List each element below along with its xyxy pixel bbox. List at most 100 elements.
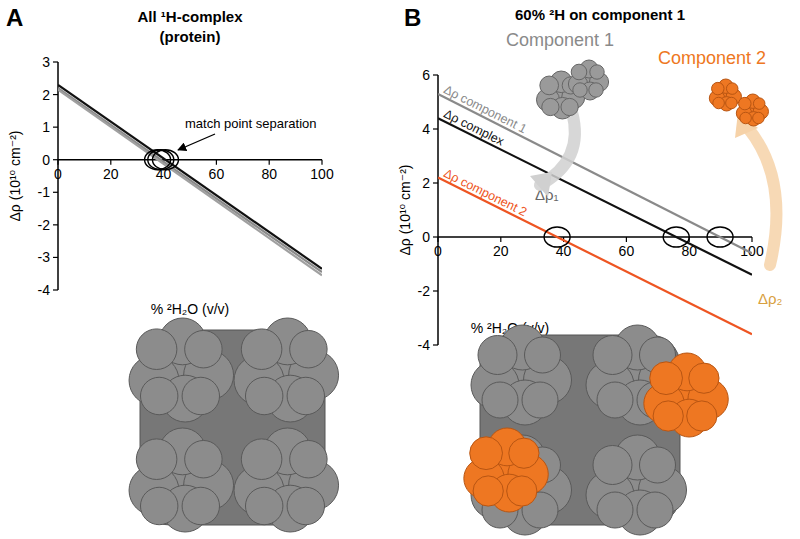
y-tick-label: 4 (422, 121, 430, 137)
protein-surface (185, 440, 222, 477)
y-tick-label: -3 (38, 249, 51, 265)
x-tick (110, 160, 111, 165)
protein-surface (726, 83, 738, 95)
title: 60% ²H on component 1 (515, 6, 685, 23)
x-tick-label: 100 (740, 243, 764, 259)
protein-surface (753, 98, 765, 110)
protein-surface (593, 446, 632, 485)
protein-surface (241, 439, 282, 480)
protein-surface (482, 382, 518, 418)
match-point-circle (544, 227, 570, 247)
series-line (58, 90, 322, 276)
protein-surface (571, 64, 587, 80)
x-tick-label: 0 (434, 243, 442, 259)
x-axis-label: % ²H₂O (v/v) (151, 301, 230, 317)
match-point-circle (663, 227, 689, 247)
protein-surface (470, 437, 503, 470)
figure: AAll ¹H-complex(protein)-4-3-2-101230204… (0, 0, 800, 539)
y-tick (433, 344, 438, 345)
y-tick-label: -1 (38, 184, 51, 200)
match-point-circle (707, 227, 733, 247)
panel-0: AAll ¹H-complex(protein)-4-3-2-101230204… (6, 4, 339, 532)
protein-surface (739, 97, 751, 109)
protein-surface (241, 329, 282, 370)
protein-surface (597, 382, 633, 418)
protein-surface (653, 401, 683, 431)
protein-surface (540, 76, 559, 95)
y-tick-label: 1 (42, 119, 50, 135)
subtitle: (protein) (160, 28, 221, 45)
y-axis-label: Δρ (10¹⁰ cm⁻²) (397, 165, 413, 256)
x-axis (58, 159, 322, 161)
annotation: Component 2 (658, 48, 766, 68)
protein-surface (712, 82, 724, 94)
protein-surface (740, 112, 752, 124)
match-point-circle (145, 150, 171, 170)
protein-surface (507, 476, 537, 506)
x-tick-label: 60 (619, 243, 635, 259)
y-tick (433, 128, 438, 129)
y-tick (53, 127, 58, 128)
protein-surface (637, 492, 673, 528)
protein-surface (525, 337, 561, 373)
x-tick-label: 100 (310, 166, 334, 182)
y-tick (433, 290, 438, 291)
protein-surface (287, 377, 324, 414)
annotation-arrow (178, 134, 215, 150)
component-structures (536, 60, 768, 126)
protein-surface (185, 330, 222, 367)
protein-surface (182, 377, 219, 414)
protein-surface (597, 492, 633, 528)
y-tick-label: 3 (42, 54, 50, 70)
series-label: Δρ component 2 (441, 166, 529, 219)
panel-label: B (404, 4, 421, 31)
curved-arrow-head (530, 172, 552, 197)
protein-surface (136, 329, 177, 370)
curved-arrow (748, 128, 776, 265)
x-tick (751, 237, 752, 242)
x-tick (321, 160, 322, 165)
protein-surface (713, 97, 725, 109)
protein-surface (473, 476, 503, 506)
x-tick (216, 160, 217, 165)
y-tick (433, 182, 438, 183)
protein-surface (290, 440, 327, 477)
protein-surface (640, 447, 676, 483)
x-tick-label: 60 (209, 166, 225, 182)
annotation: Component 1 (506, 30, 614, 50)
annotation: match point separation (185, 116, 317, 131)
protein-surface (136, 439, 177, 480)
protein-surface (287, 487, 324, 524)
protein-surface (245, 487, 282, 524)
y-tick (53, 224, 58, 225)
y-axis (437, 75, 439, 345)
y-tick-label: 0 (42, 152, 50, 168)
protein-surface (182, 487, 219, 524)
protein-surface (590, 65, 604, 79)
y-tick (53, 257, 58, 258)
annotation: Δρ₂ (758, 290, 783, 307)
x-tick-label: 20 (493, 243, 509, 259)
series-line (438, 178, 752, 335)
y-tick (53, 94, 58, 95)
y-tick-label: -4 (38, 282, 51, 298)
protein-surface (290, 330, 327, 367)
y-tick-label: -4 (418, 337, 431, 353)
protein-surface (650, 362, 683, 395)
y-tick-label: 2 (422, 175, 430, 191)
y-tick-label: 6 (422, 67, 430, 83)
x-tick (57, 160, 58, 165)
plot-area (438, 94, 752, 334)
complex-structure (129, 318, 339, 532)
series-label: Δρ complex (441, 107, 507, 149)
protein-surface (509, 438, 539, 468)
x-tick-label: 20 (103, 166, 119, 182)
x-tick-label: 0 (54, 166, 62, 182)
y-tick-label: 0 (422, 229, 430, 245)
x-tick (500, 237, 501, 242)
protein-surface (140, 377, 177, 414)
y-tick-label: -2 (418, 283, 431, 299)
title: All ¹H-complex (137, 8, 243, 25)
protein-surface (689, 363, 719, 393)
panel-1: B60% ²H on component 1-4-202460204060801… (397, 4, 783, 535)
